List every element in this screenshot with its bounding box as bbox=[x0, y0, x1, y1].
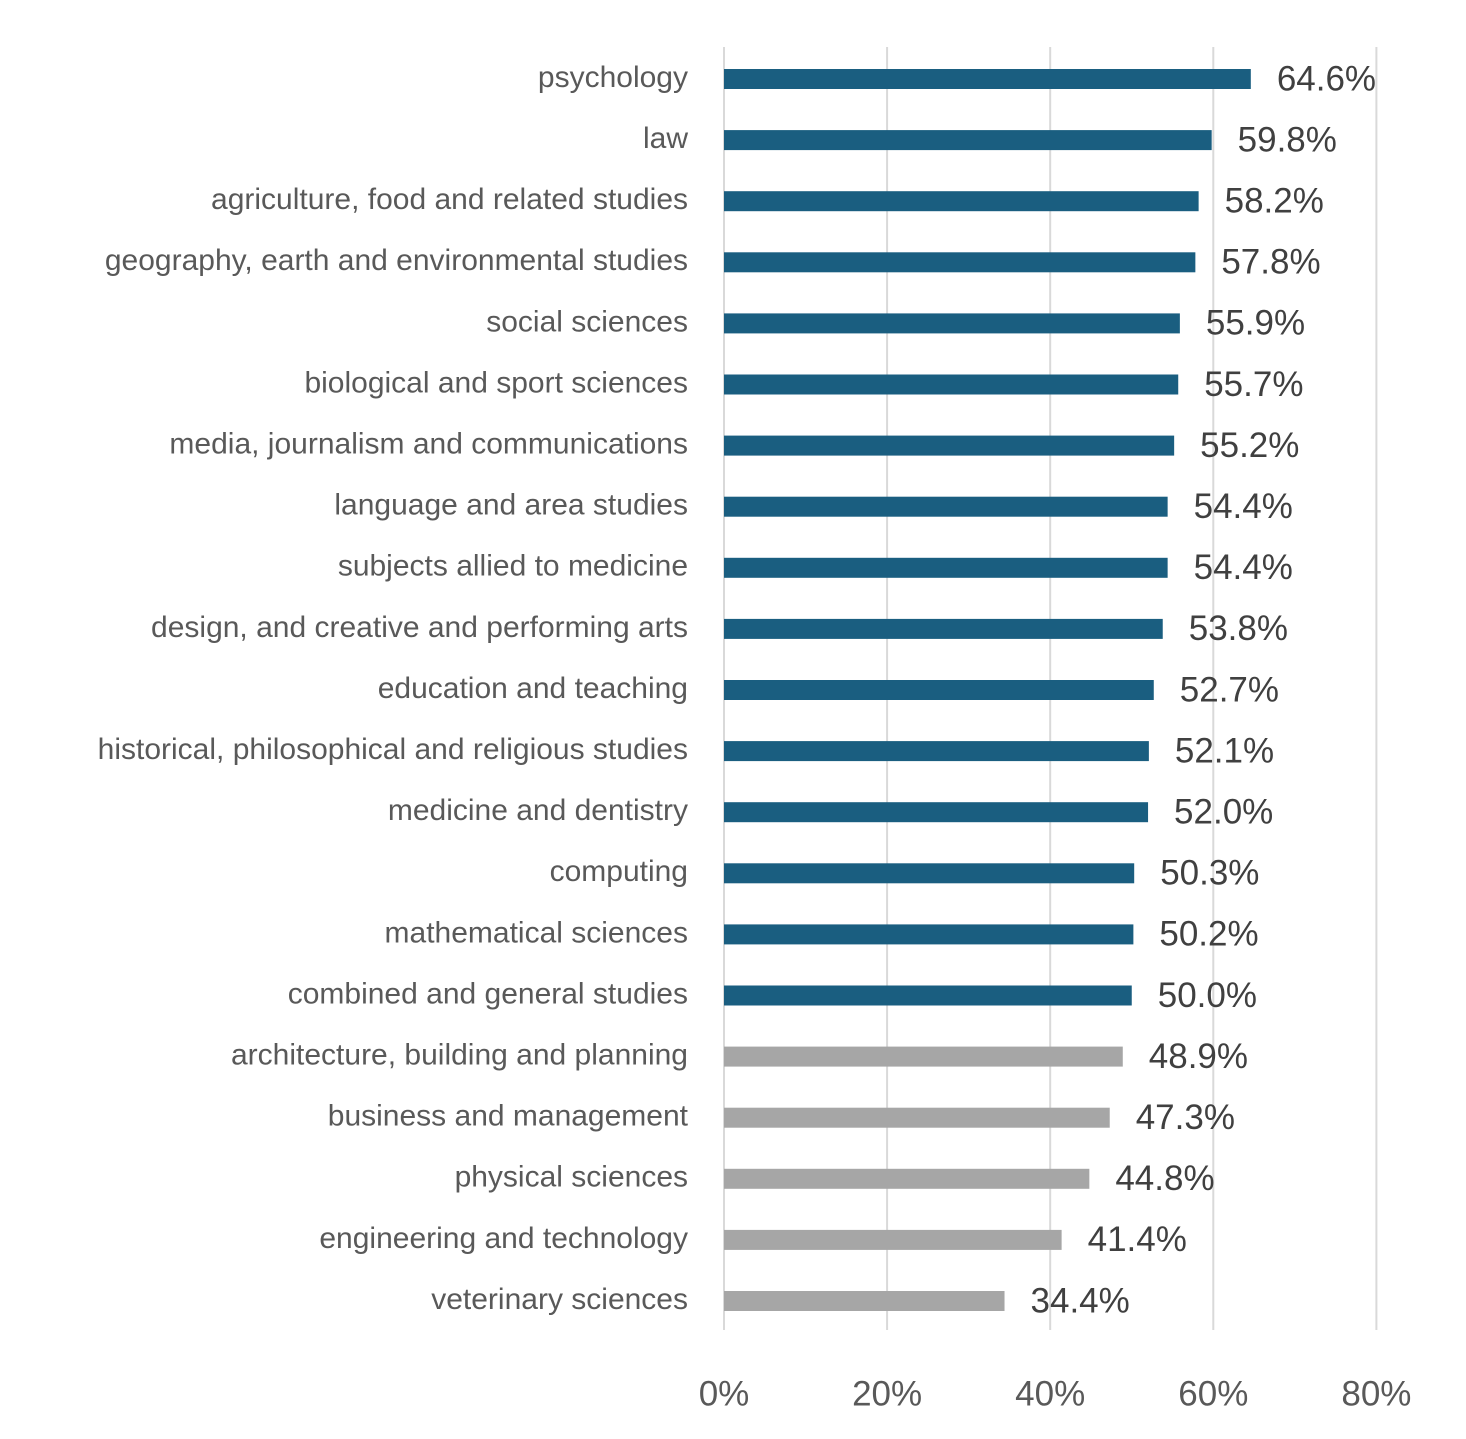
bar bbox=[724, 924, 1134, 945]
x-tick-label: 40% bbox=[1015, 1374, 1085, 1413]
data-label: 52.1% bbox=[1175, 731, 1274, 770]
category-label: veterinary sciences bbox=[431, 1283, 688, 1316]
bar bbox=[724, 496, 1168, 517]
data-label: 34.4% bbox=[1031, 1281, 1130, 1320]
data-label: 57.8% bbox=[1221, 243, 1320, 282]
bar bbox=[724, 680, 1154, 700]
bar bbox=[724, 313, 1180, 334]
category-label: medicine and dentistry bbox=[388, 794, 688, 827]
category-label: biological and sport sciences bbox=[304, 366, 688, 399]
data-label: 59.8% bbox=[1238, 120, 1337, 159]
data-label: 47.3% bbox=[1136, 1098, 1235, 1137]
bar bbox=[724, 557, 1168, 578]
data-label: 50.0% bbox=[1158, 976, 1257, 1015]
category-label: psychology bbox=[538, 61, 688, 94]
category-label: mathematical sciences bbox=[385, 916, 688, 949]
bars bbox=[724, 69, 1251, 1311]
x-tick-label: 0% bbox=[699, 1374, 750, 1413]
category-label: combined and general studies bbox=[288, 977, 688, 1010]
bar bbox=[724, 1291, 1005, 1311]
bar bbox=[724, 985, 1132, 1006]
category-label: business and management bbox=[328, 1100, 689, 1133]
category-label: agriculture, food and related studies bbox=[211, 183, 688, 216]
bar bbox=[724, 1168, 1090, 1189]
category-label: language and area studies bbox=[334, 489, 688, 522]
data-label: 53.8% bbox=[1189, 609, 1288, 648]
category-label: physical sciences bbox=[455, 1161, 688, 1194]
bar bbox=[724, 741, 1149, 762]
bar bbox=[724, 1229, 1062, 1250]
bar bbox=[724, 863, 1135, 884]
category-label: historical, philosophical and religious … bbox=[98, 733, 688, 766]
data-label: 52.7% bbox=[1180, 670, 1279, 709]
category-label: geography, earth and environmental studi… bbox=[105, 244, 688, 277]
bar bbox=[724, 191, 1199, 212]
category-label: architecture, building and planning bbox=[231, 1039, 688, 1072]
bar bbox=[724, 802, 1149, 823]
category-label: law bbox=[643, 122, 688, 155]
category-label: education and teaching bbox=[378, 672, 688, 705]
data-label: 50.2% bbox=[1159, 915, 1258, 954]
bar bbox=[724, 1046, 1123, 1067]
category-label: media, journalism and communications bbox=[169, 428, 688, 461]
bar bbox=[724, 435, 1175, 456]
category-label: design, and creative and performing arts bbox=[151, 611, 688, 644]
data-label: 54.4% bbox=[1194, 548, 1293, 587]
bar bbox=[724, 374, 1179, 395]
data-label: 44.8% bbox=[1115, 1159, 1214, 1198]
data-label: 50.3% bbox=[1160, 854, 1259, 893]
category-label: subjects allied to medicine bbox=[338, 550, 688, 583]
data-label: 48.9% bbox=[1149, 1037, 1248, 1076]
x-tick-label: 60% bbox=[1178, 1374, 1248, 1413]
data-label: 64.6% bbox=[1277, 59, 1376, 98]
data-label: 41.4% bbox=[1088, 1220, 1187, 1259]
category-label: computing bbox=[550, 855, 688, 888]
x-axis-tick-labels: 0% 20% 40% 60% 80% bbox=[699, 1374, 1412, 1413]
x-tick-label: 20% bbox=[852, 1374, 922, 1413]
category-label: engineering and technology bbox=[319, 1222, 688, 1255]
data-label: 55.7% bbox=[1204, 365, 1303, 404]
category-label: social sciences bbox=[486, 305, 688, 338]
data-label: 58.2% bbox=[1225, 181, 1324, 220]
bar bbox=[724, 69, 1251, 89]
bar bbox=[724, 252, 1196, 273]
bar bbox=[724, 1107, 1110, 1128]
data-labels: 64.6% 59.8% 58.2% 57.8% 55.9% 55.7% 55.2% 54.4%… bbox=[1031, 59, 1377, 1320]
x-tick-label: 80% bbox=[1341, 1374, 1411, 1413]
bar bbox=[724, 130, 1212, 151]
data-label: 55.9% bbox=[1206, 304, 1305, 343]
category-labels: psychology law agriculture, food and relat… bbox=[98, 61, 689, 1316]
bar bbox=[724, 618, 1163, 639]
data-label: 54.4% bbox=[1194, 487, 1293, 526]
data-label: 52.0% bbox=[1174, 792, 1273, 831]
data-label: 55.2% bbox=[1200, 426, 1299, 465]
